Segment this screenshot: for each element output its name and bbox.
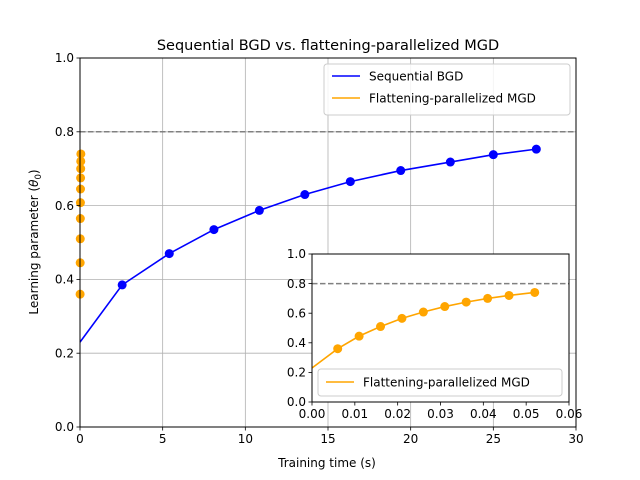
y-axis-label: Learning parameter (θ0) <box>27 169 44 314</box>
inset-x-tick-label-2: 0.02 <box>384 407 411 421</box>
inset-y-tick-label-4: 0.8 <box>287 277 306 291</box>
main-series-0-point-8 <box>488 150 498 160</box>
legend-label-flattening-mgd: Flattening-parallelized MGD <box>369 92 536 106</box>
main-series-0-point-2 <box>209 225 219 235</box>
inset-series-0-point-9 <box>530 287 540 297</box>
main-series-0-point-9 <box>531 144 541 154</box>
inset-x-tick-label-5: 0.05 <box>513 407 540 421</box>
x-axis-label: Training time (s) <box>277 456 376 470</box>
main-legend-box <box>323 63 571 116</box>
main-series-0-point-4 <box>300 190 310 200</box>
main-series-1-point-5 <box>76 184 86 194</box>
inset-legend: Flattening-parallelized MGD <box>317 368 563 397</box>
y-axis-label-prefix: Learning parameter ( <box>27 187 41 315</box>
inset-series-0-point-2 <box>376 322 386 332</box>
main-series-layer <box>75 144 541 343</box>
main-y-tick-label-5: 1.0 <box>55 51 74 65</box>
main-y-tick-label-4: 0.8 <box>55 125 74 139</box>
main-series-0-point-0 <box>117 280 127 290</box>
y-axis-label-suffix: ) <box>27 169 41 174</box>
main-series-0-point-5 <box>345 177 355 187</box>
main-legend: Sequential BGD Flattening-parallelized M… <box>323 63 571 116</box>
inset-x-tick-label-6: 0.06 <box>556 407 583 421</box>
main-series-1-point-8 <box>76 156 86 166</box>
y-axis-label-subscript: 0 <box>34 174 44 179</box>
inset-series-0-point-8 <box>504 290 514 300</box>
inset-y-tick-label-0: 0.0 <box>287 395 306 409</box>
main-series-1-point-9 <box>76 149 86 159</box>
inset-series-0-point-3 <box>397 313 407 323</box>
inset-x-tick-label-3: 0.03 <box>427 407 454 421</box>
main-series-1-point-6 <box>76 173 86 183</box>
main-x-tick-label-1: 5 <box>159 432 167 446</box>
main-series-0-point-1 <box>164 249 174 259</box>
main-series-0-point-6 <box>396 166 406 176</box>
main-y-tick-label-3: 0.6 <box>55 199 74 213</box>
main-ticks: 0 5 10 15 20 25 30 0.0 0.2 0.4 0.6 0.8 1.0 <box>55 51 584 446</box>
main-x-tick-label-4: 20 <box>403 432 418 446</box>
inset-y-tick-label-2: 0.4 <box>287 336 306 350</box>
main-x-tick-label-2: 10 <box>238 432 253 446</box>
inset-series-0-point-6 <box>461 297 471 307</box>
inset-legend-box <box>317 368 563 397</box>
y-axis-label-symbol: θ <box>27 179 41 187</box>
inset-series-0-point-0 <box>333 344 343 354</box>
inset-x-tick-label-1: 0.01 <box>341 407 368 421</box>
main-y-tick-label-1: 0.2 <box>55 346 74 360</box>
inset-ticks: 0.00 0.01 0.02 0.03 0.04 0.05 0.06 0.0 0.2 0.4 0.6… <box>287 247 582 421</box>
main-y-tick-label-0: 0.0 <box>55 420 74 434</box>
main-series-1-point-7 <box>76 164 86 174</box>
main-series-0-point-7 <box>445 157 455 167</box>
inset-x-tick-label-4: 0.04 <box>470 407 497 421</box>
inset-series-0-point-4 <box>418 307 428 317</box>
inset-y-tick-label-5: 1.0 <box>287 247 306 261</box>
legend-label-sequential-bgd: Sequential BGD <box>369 70 463 84</box>
inset-y-tick-label-3: 0.6 <box>287 306 306 320</box>
chart-title: Sequential BGD vs. flattening-paralleliz… <box>157 38 499 54</box>
main-y-tick-label-2: 0.4 <box>55 273 74 287</box>
main-series-0-point-3 <box>254 205 264 215</box>
inset-legend-label-flattening-mgd: Flattening-parallelized MGD <box>363 376 530 390</box>
main-x-tick-label-0: 0 <box>76 432 84 446</box>
main-x-tick-label-6: 30 <box>568 432 583 446</box>
main-x-tick-label-5: 25 <box>486 432 501 446</box>
inset-y-tick-label-1: 0.2 <box>287 366 306 380</box>
inset-x-tick-label-0: 0.00 <box>299 407 326 421</box>
main-x-tick-label-3: 15 <box>320 432 335 446</box>
inset-series-0-point-1 <box>354 331 364 341</box>
inset-series-0-point-5 <box>440 302 450 312</box>
inset-series-0-point-7 <box>483 293 493 303</box>
inset-series-layer <box>311 287 540 369</box>
